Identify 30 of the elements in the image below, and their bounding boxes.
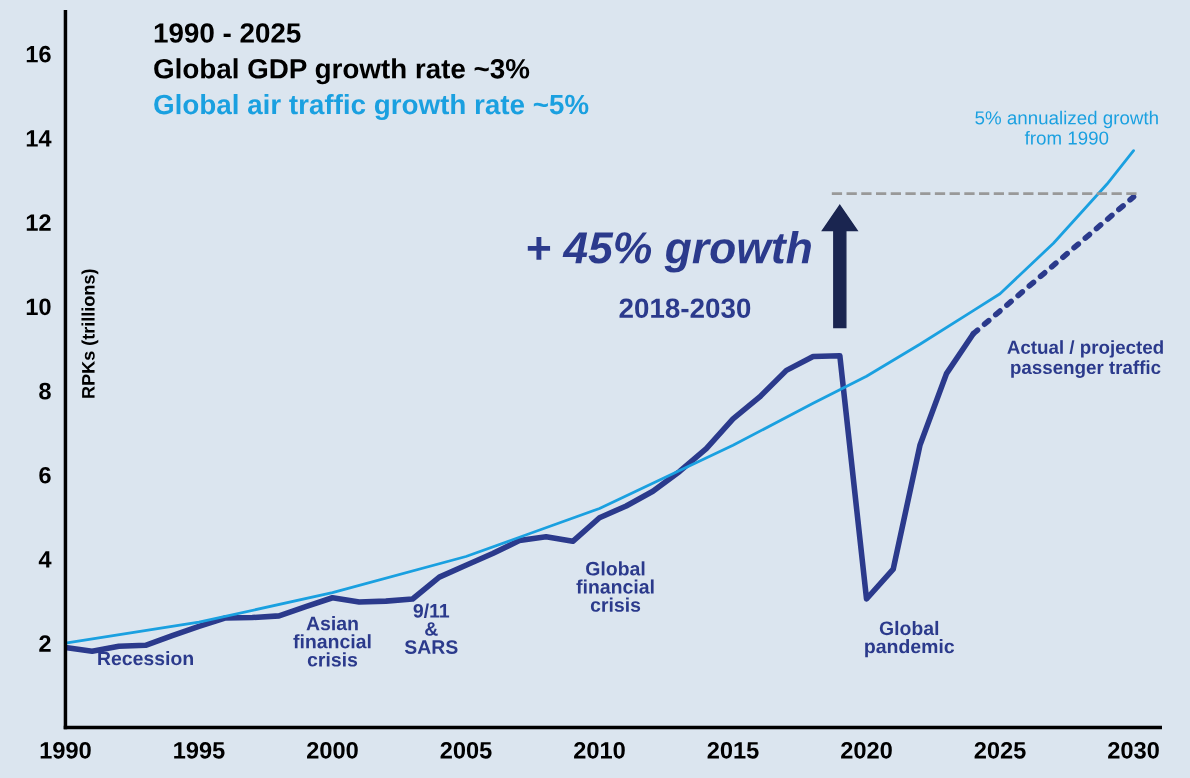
x-tick-label: 2015 xyxy=(707,741,759,759)
annotation: 2018-2030 xyxy=(619,298,751,319)
y-tick-label: 12 xyxy=(26,214,51,231)
chart-title: 1990 - 2025 xyxy=(154,23,301,43)
y-tick-label: 8 xyxy=(39,382,51,400)
text: Global GDP growth rate ~3% xyxy=(154,58,530,85)
x-tick-label: 2020 xyxy=(841,741,892,759)
x-tick-label: 1995 xyxy=(174,741,225,759)
y-tick-label: 4 xyxy=(38,551,52,568)
x-tick-label: 2025 xyxy=(974,741,1026,759)
annotation: Asian financial crisis xyxy=(293,616,371,667)
y-tick-label: 16 xyxy=(26,45,51,63)
y-tick-label: 14 xyxy=(26,130,52,147)
x-tick-label: 2000 xyxy=(307,741,358,759)
annotation: Global air traffic growth rate ~5% xyxy=(154,93,589,120)
annotation: Global financial crisis xyxy=(576,561,654,612)
y-axis-title: RPKs (trillions) xyxy=(81,269,99,398)
series-label: Actual / projected passenger traffic xyxy=(1007,340,1163,378)
series-label: 5% annualized growth from 1990 xyxy=(975,110,1158,145)
annotation: Recession xyxy=(98,651,193,666)
y-tick-label: 6 xyxy=(39,466,51,484)
x-tick-label: 1990 xyxy=(40,741,91,759)
x-tick-label: 2030 xyxy=(1108,741,1159,759)
x-tick-label: 2010 xyxy=(574,741,625,759)
annotation: + 45% growth xyxy=(527,230,811,273)
annotation: 9/11 & SARS xyxy=(404,603,458,654)
y-tick-label: 2 xyxy=(39,635,51,652)
y-tick-label: 10 xyxy=(26,298,51,316)
x-tick-label: 2005 xyxy=(440,741,492,759)
annotation: Global pandemic xyxy=(865,620,955,658)
